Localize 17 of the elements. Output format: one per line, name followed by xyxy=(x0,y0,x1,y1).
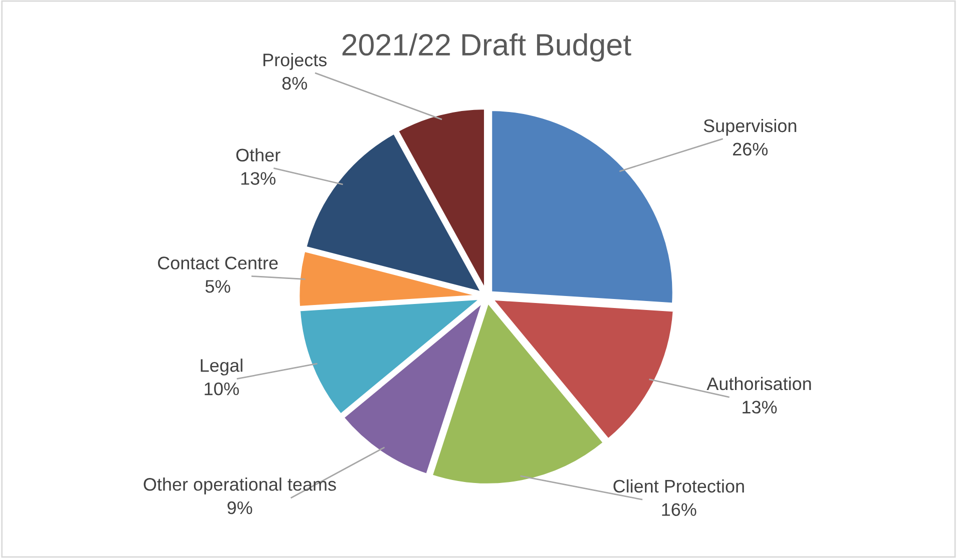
data-label: 8% xyxy=(282,76,308,90)
slice-label: Projects xyxy=(264,53,327,70)
slice-label: Other operational teams xyxy=(144,478,336,494)
slice-label: Other xyxy=(236,148,280,162)
data-label: 13% xyxy=(742,400,777,414)
data-label: 26% xyxy=(733,142,768,156)
slice-label: Supervision xyxy=(704,118,796,136)
data-label: 5% xyxy=(205,280,230,293)
slice-label: Client Protection xyxy=(614,479,744,493)
data-label: 13% xyxy=(241,172,276,185)
data-label: 9% xyxy=(228,501,252,514)
data-label: 16% xyxy=(662,503,696,516)
data-label: 10% xyxy=(204,382,239,396)
chart-title: 2021/22 Draft Budget xyxy=(342,33,632,62)
slice-label: Legal xyxy=(200,358,242,376)
slice-label: Contact Centre xyxy=(158,256,278,270)
slice-label: Authorisation xyxy=(706,376,811,390)
